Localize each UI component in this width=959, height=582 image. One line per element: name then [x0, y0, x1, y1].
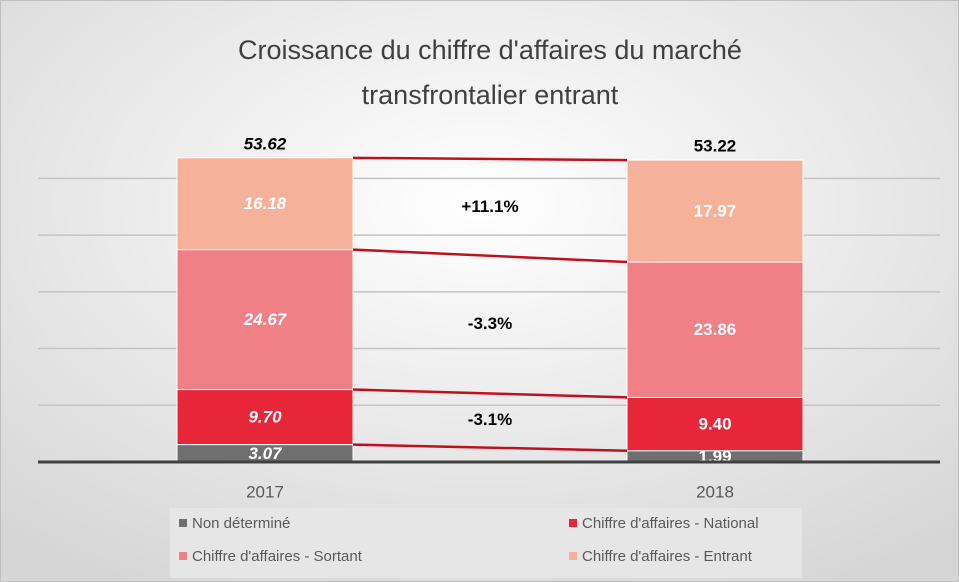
- bar-segment: [626, 261, 804, 398]
- value-label: 9.70: [248, 408, 282, 427]
- x-tick-label: 2017: [246, 482, 284, 501]
- value-label: 3.07: [248, 444, 283, 463]
- x-tick-label: 2018: [696, 482, 734, 501]
- legend-label: Chiffre d'affaires - National: [582, 515, 759, 532]
- legend-box: [170, 508, 802, 578]
- change-label: +11.1%: [461, 197, 518, 216]
- value-label: 17.97: [694, 202, 737, 221]
- value-label: 23.86: [694, 320, 737, 339]
- legend-swatch: [179, 552, 187, 560]
- connector-line: [352, 443, 628, 452]
- value-label: 16.18: [244, 194, 287, 213]
- bar-segment: [176, 157, 354, 251]
- connector-line: [352, 156, 628, 162]
- legend-label: Chiffre d'affaires - Entrant: [582, 548, 753, 565]
- legend-swatch: [179, 519, 187, 527]
- value-label: 9.40: [698, 415, 731, 434]
- change-label: -3.1%: [468, 410, 512, 429]
- legend-label: Chiffre d'affaires - Sortant: [192, 548, 363, 565]
- value-label: 24.67: [243, 310, 288, 329]
- connector-line: [352, 388, 628, 399]
- total-label: 53.22: [694, 137, 737, 156]
- legend-label: Non déterminé: [192, 515, 290, 532]
- chart-title: Croissance du chiffre d'affaires du marc…: [238, 35, 742, 65]
- chart-subtitle: transfrontalier entrant: [362, 80, 619, 110]
- connector-line: [352, 248, 628, 264]
- change-label: -3.3%: [468, 314, 512, 333]
- legend-swatch: [569, 552, 577, 560]
- legend-swatch: [569, 519, 577, 527]
- bar-segment: [626, 159, 804, 263]
- total-label: 53.62: [244, 134, 287, 153]
